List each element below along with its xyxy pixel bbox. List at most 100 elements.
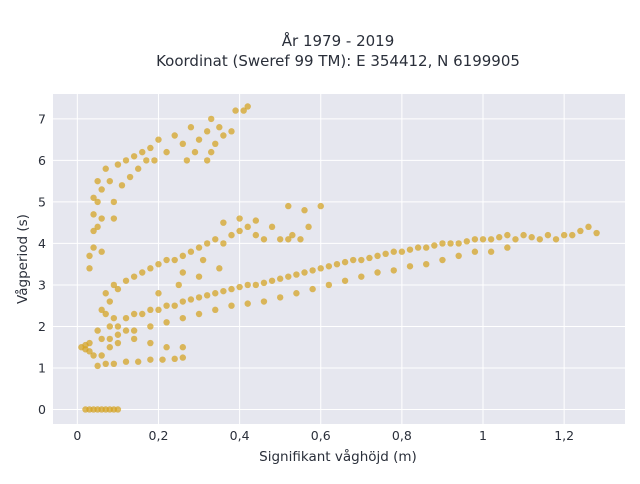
data-point — [276, 294, 284, 301]
x-tick-label: 0 — [73, 428, 81, 443]
data-point — [90, 352, 97, 359]
data-point — [130, 273, 138, 280]
data-point — [102, 290, 109, 297]
data-point — [487, 248, 495, 255]
data-point — [110, 281, 118, 289]
data-point — [406, 263, 414, 270]
data-point — [118, 182, 126, 189]
data-point — [528, 234, 535, 241]
data-point — [289, 231, 296, 239]
data-point — [212, 306, 219, 314]
data-point — [208, 148, 215, 156]
data-point — [171, 302, 178, 309]
data-point — [203, 240, 211, 247]
data-point — [187, 124, 195, 131]
data-point — [195, 294, 203, 301]
data-point — [309, 285, 316, 293]
data-point — [179, 298, 187, 305]
data-point — [179, 314, 187, 322]
data-point — [110, 215, 118, 222]
data-point — [240, 107, 247, 114]
data-point — [90, 227, 97, 235]
data-point — [179, 269, 187, 276]
data-point — [382, 250, 389, 258]
x-tick-label: 1 — [479, 428, 487, 443]
data-point — [191, 148, 199, 156]
data-point — [252, 217, 260, 224]
data-point — [236, 215, 243, 222]
data-point — [147, 356, 154, 363]
data-point — [520, 231, 527, 239]
data-point — [439, 240, 446, 247]
data-point — [110, 198, 118, 206]
data-point — [276, 236, 284, 243]
y-tick-label: 5 — [38, 194, 46, 209]
data-point — [179, 354, 187, 361]
data-point — [398, 248, 406, 255]
data-point — [179, 140, 187, 148]
data-point — [114, 285, 122, 293]
data-point — [98, 335, 105, 343]
data-point — [341, 277, 349, 284]
data-point — [333, 260, 341, 268]
data-point — [390, 267, 397, 274]
data-point — [155, 136, 162, 143]
data-point — [244, 103, 251, 110]
data-point — [244, 300, 251, 307]
data-point — [195, 310, 203, 318]
data-point — [179, 344, 187, 351]
data-point — [228, 285, 235, 293]
data-point — [134, 165, 142, 172]
data-point — [305, 223, 312, 231]
data-point — [536, 236, 544, 243]
data-point — [552, 236, 560, 243]
data-point — [512, 236, 519, 243]
data-point — [252, 281, 260, 289]
data-point — [203, 157, 211, 164]
data-point — [203, 292, 211, 299]
data-point — [114, 331, 122, 338]
data-point — [175, 281, 182, 289]
data-point — [147, 306, 154, 314]
data-point — [220, 287, 227, 295]
data-point — [216, 265, 223, 272]
data-point — [431, 242, 438, 249]
data-point — [187, 248, 195, 255]
data-point — [569, 231, 576, 239]
data-point — [260, 279, 268, 287]
y-tick-label: 3 — [38, 277, 46, 292]
data-point — [317, 202, 324, 210]
data-point — [496, 234, 503, 241]
data-point — [155, 260, 162, 268]
data-point — [504, 231, 511, 239]
y-tick-label: 1 — [38, 360, 46, 375]
data-point — [244, 223, 251, 231]
y-tick-label: 6 — [38, 153, 46, 168]
data-point — [98, 215, 105, 222]
data-point — [366, 254, 373, 262]
data-point — [390, 248, 397, 255]
data-point — [406, 246, 414, 253]
data-point — [114, 161, 122, 168]
data-point — [126, 173, 134, 181]
data-point — [114, 406, 122, 413]
data-point — [163, 319, 170, 326]
data-point — [268, 223, 276, 231]
data-point — [544, 231, 552, 239]
data-point — [423, 244, 430, 251]
data-point — [122, 157, 130, 164]
data-point — [82, 341, 89, 349]
data-point — [301, 269, 308, 276]
data-point — [439, 256, 446, 264]
data-point — [98, 352, 105, 359]
data-point — [122, 314, 130, 322]
data-point — [114, 339, 122, 347]
data-point — [122, 327, 130, 334]
data-point — [187, 296, 195, 303]
data-point — [130, 327, 138, 334]
data-point — [297, 236, 304, 243]
grid-lines — [53, 94, 625, 424]
data-point — [163, 302, 170, 309]
data-point — [301, 207, 308, 214]
